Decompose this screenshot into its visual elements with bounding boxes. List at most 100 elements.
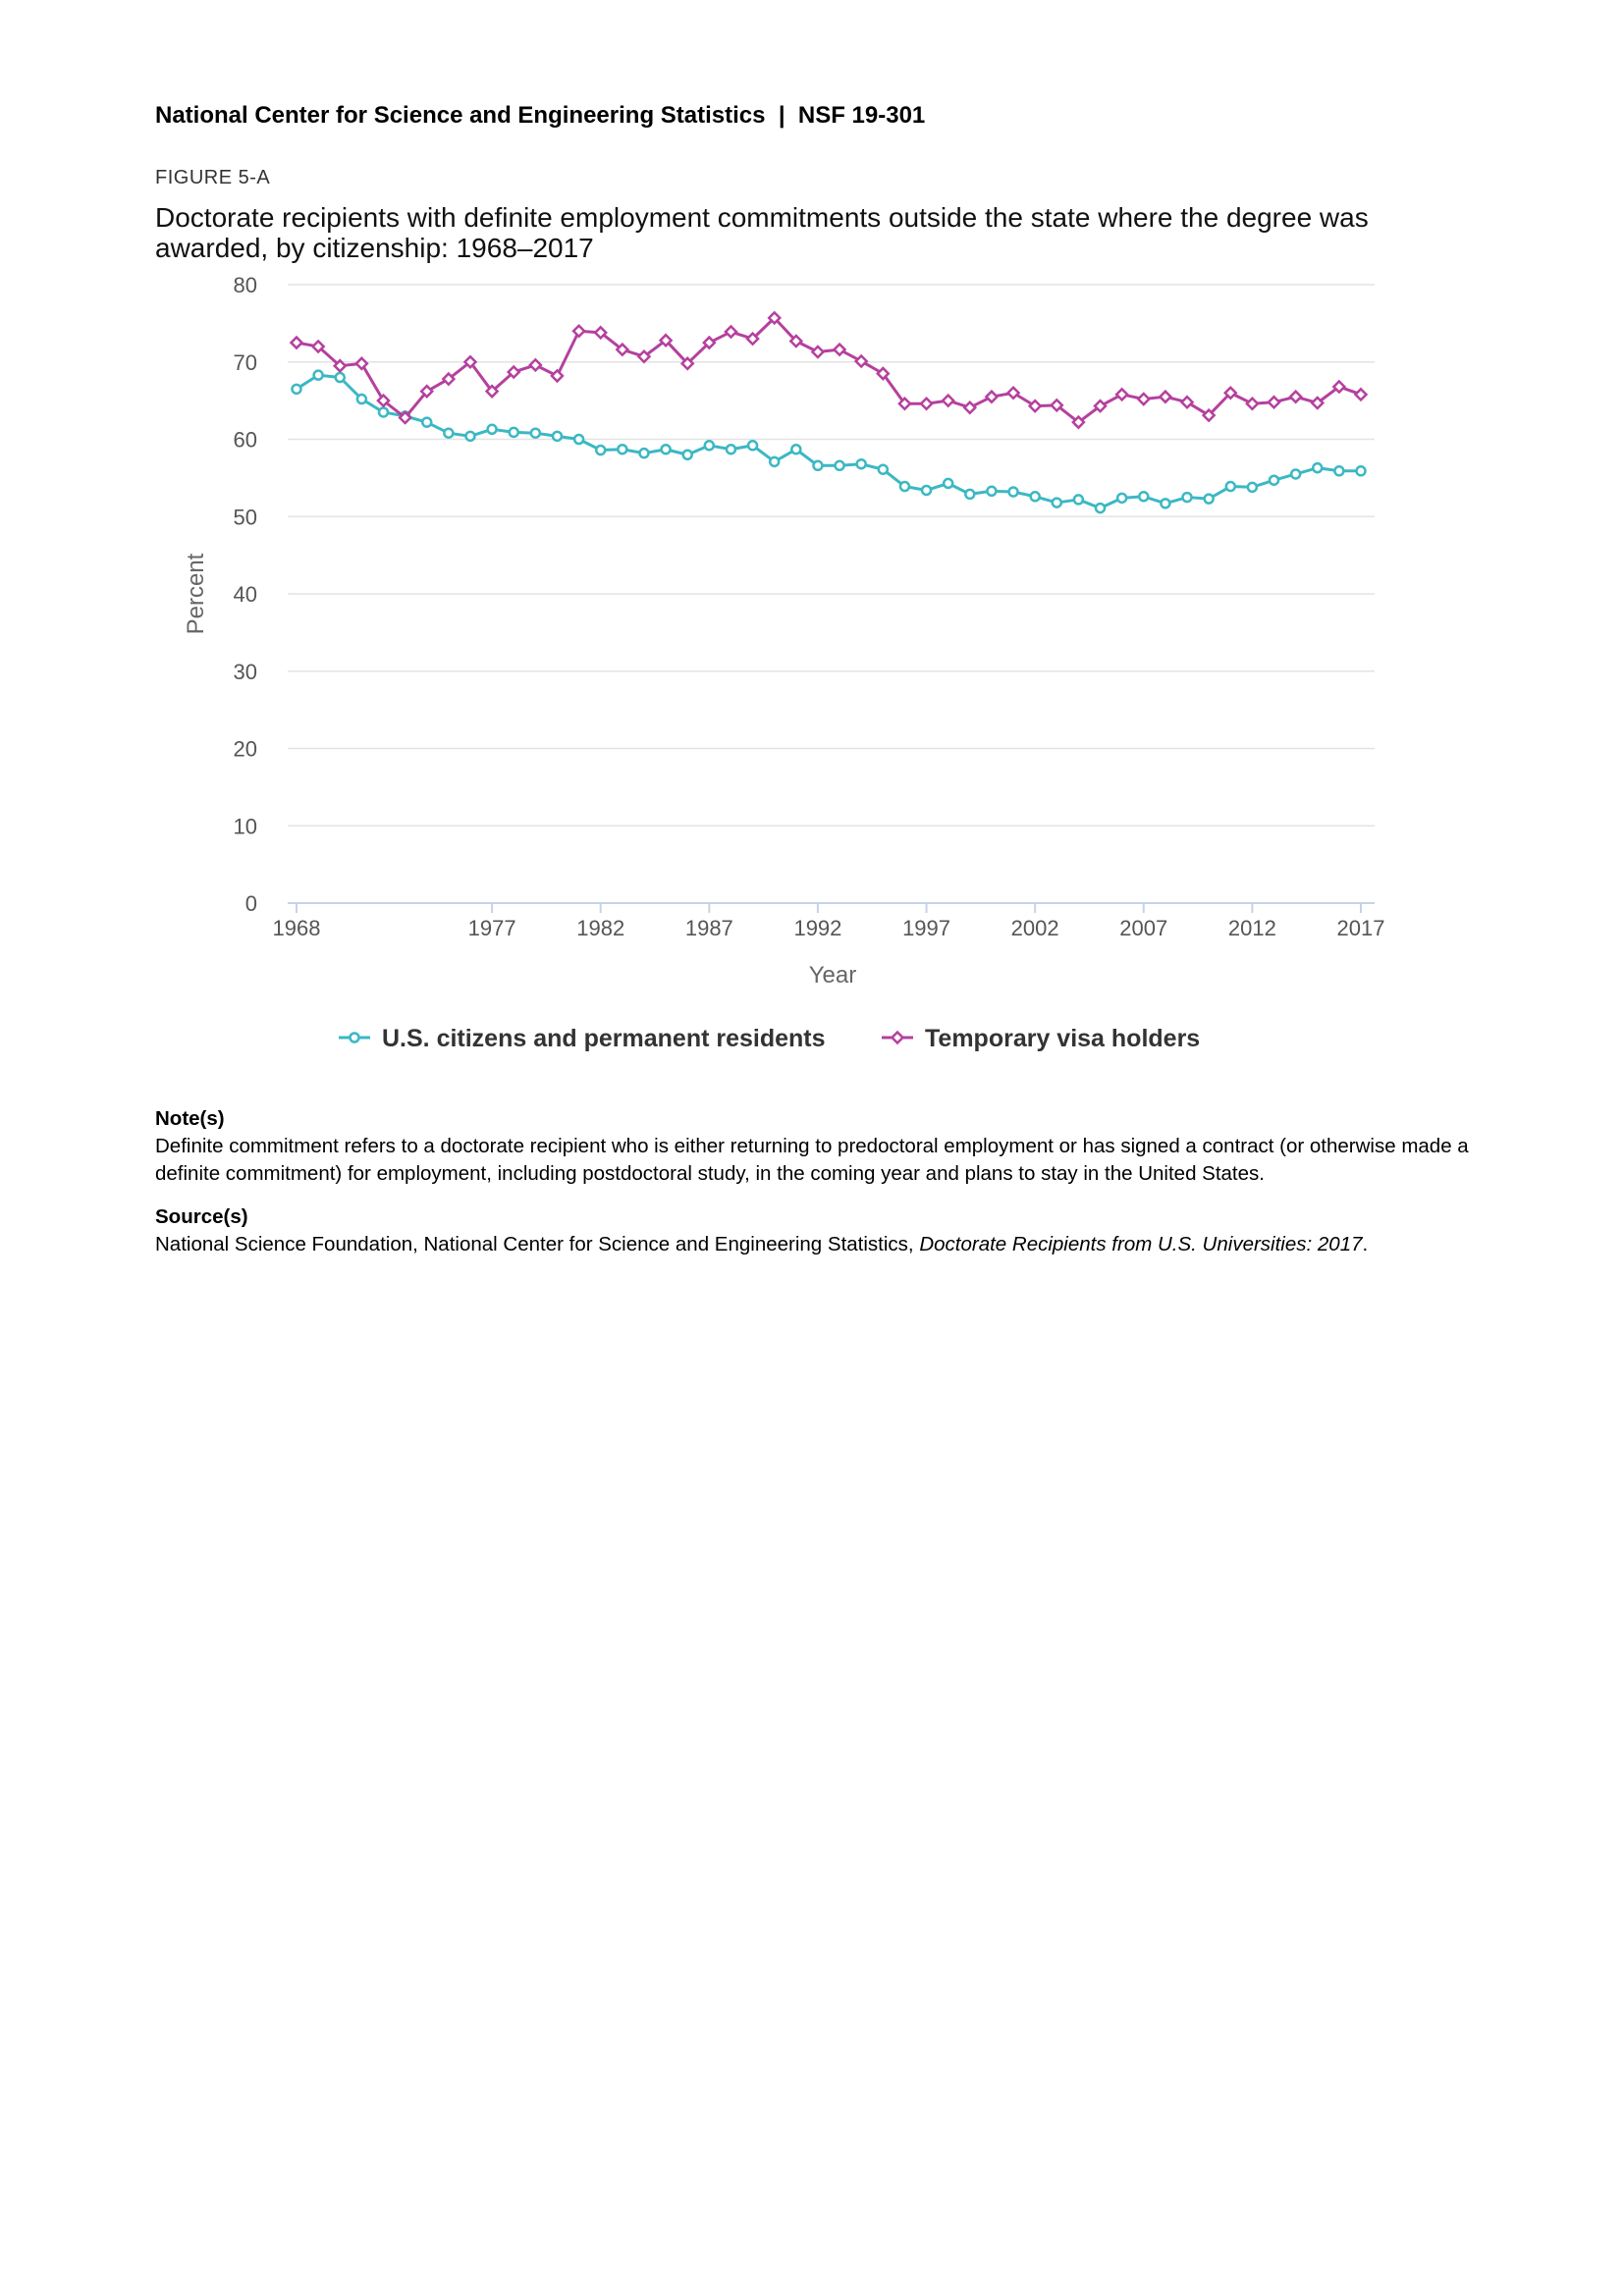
data-point — [1114, 387, 1129, 402]
data-point — [658, 333, 674, 347]
legend-marker — [890, 1030, 905, 1045]
data-point — [334, 371, 346, 384]
data-point — [679, 356, 695, 371]
x-tick-label: 2007 — [1119, 916, 1167, 940]
chart-grid — [288, 284, 1375, 827]
data-point — [1331, 379, 1347, 395]
data-point — [768, 455, 781, 468]
x-tick-label: 1977 — [468, 916, 516, 940]
data-point — [790, 443, 802, 455]
data-point — [1138, 491, 1150, 503]
y-tick-label: 50 — [234, 505, 257, 529]
data-point — [419, 384, 435, 399]
data-point — [702, 335, 717, 350]
y-axis-ticks: 0 10 20 30 40 50 60 70 80 — [234, 273, 257, 916]
data-point — [1353, 387, 1369, 402]
data-point — [898, 480, 911, 493]
data-point — [1222, 385, 1238, 400]
data-point — [1355, 465, 1367, 477]
data-point — [920, 484, 933, 497]
data-point — [1181, 491, 1193, 504]
data-point — [746, 440, 759, 452]
series-temporary-visa — [289, 310, 1369, 430]
data-point — [703, 440, 716, 452]
data-point — [354, 356, 369, 371]
x-tick-label: 1997 — [902, 916, 950, 940]
x-tick-label: 2012 — [1228, 916, 1276, 940]
data-point — [1288, 389, 1303, 404]
data-point — [1160, 498, 1171, 509]
data-point — [986, 485, 998, 498]
chart-legend: U.S. citizens and permanent residents Tem… — [339, 1025, 1200, 1052]
data-point — [528, 357, 543, 373]
x-tick-label: 2017 — [1337, 916, 1385, 940]
legend-label: Temporary visa holders — [925, 1025, 1200, 1052]
data-point — [310, 339, 326, 354]
data-point — [550, 368, 565, 384]
data-point — [1224, 480, 1237, 493]
data-point — [398, 410, 412, 425]
source-text: National Science Foundation, National Ce… — [155, 1233, 920, 1255]
data-point — [1029, 491, 1041, 503]
data-point — [571, 323, 586, 339]
x-axis: 1968 1977 1982 1987 1992 1997 2002 2007 2012 2017 — [273, 902, 1385, 940]
data-point — [724, 324, 738, 340]
x-axis-label: Year — [809, 962, 857, 988]
data-point — [962, 400, 978, 415]
x-tick-label: 1968 — [273, 916, 321, 940]
data-point — [941, 393, 955, 408]
data-point — [1027, 399, 1043, 413]
data-point — [484, 384, 500, 399]
data-point — [1179, 395, 1195, 409]
data-point — [506, 364, 521, 380]
data-point — [332, 358, 348, 373]
chart-title: Doctorate recipients with definite emplo… — [155, 202, 1369, 263]
x-tick-label: 1987 — [685, 916, 733, 940]
data-point — [984, 389, 1000, 404]
report-header: National Center for Science and Engineer… — [155, 102, 926, 129]
x-tick-label: 1982 — [576, 916, 624, 940]
data-point — [1051, 497, 1063, 508]
data-point — [853, 353, 869, 369]
data-point — [812, 459, 824, 472]
data-point — [1093, 399, 1108, 413]
source-end: . — [1362, 1233, 1369, 1255]
data-point — [1005, 385, 1021, 400]
data-point — [508, 426, 519, 439]
data-point — [725, 443, 737, 455]
data-point — [1203, 493, 1215, 505]
data-point — [1246, 481, 1259, 494]
data-point — [636, 348, 652, 364]
data-point — [355, 393, 368, 405]
data-point — [1050, 398, 1064, 413]
series-line — [296, 373, 1361, 510]
data-point — [876, 366, 891, 381]
data-point — [1267, 395, 1281, 409]
data-point — [291, 383, 302, 396]
data-point — [1289, 468, 1302, 480]
source-heading: Source(s) — [155, 1205, 248, 1228]
data-point — [1333, 465, 1345, 477]
chart-series — [289, 310, 1369, 514]
data-point — [462, 354, 478, 370]
data-point — [1245, 397, 1260, 411]
data-point — [529, 427, 542, 439]
data-point — [443, 427, 455, 439]
data-point — [617, 443, 628, 455]
data-point — [1136, 392, 1152, 406]
data-point — [312, 369, 324, 381]
y-axis-label: Percent — [183, 553, 209, 634]
notes-section: Note(s) Definite commitment refers to a … — [155, 1105, 1490, 1258]
y-tick-label: 40 — [234, 582, 257, 607]
data-point — [964, 488, 976, 501]
data-point — [681, 449, 693, 460]
data-point — [1007, 486, 1019, 498]
data-point — [942, 477, 954, 490]
data-point — [832, 342, 847, 357]
data-point — [420, 416, 433, 428]
notes-text: Definite commitment refers to a doctorat… — [155, 1135, 1469, 1185]
data-point — [594, 444, 607, 456]
source-title: Doctorate Recipients from U.S. Universit… — [919, 1233, 1363, 1255]
source-line: National Science Foundation, National Ce… — [155, 1231, 1490, 1258]
legend-marker — [349, 1032, 360, 1043]
